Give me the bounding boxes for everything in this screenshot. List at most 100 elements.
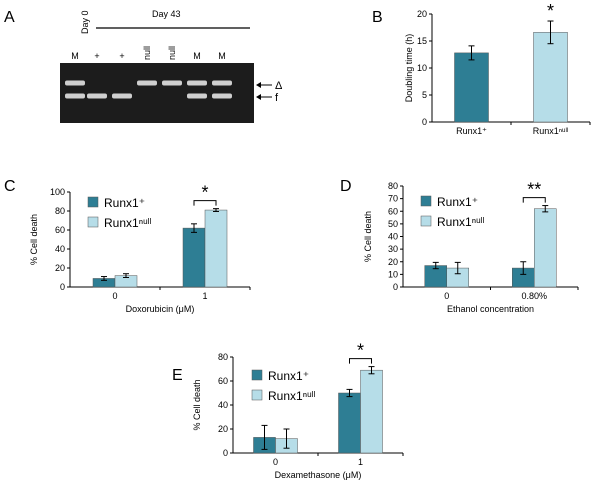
f-band-label: f — [275, 92, 279, 104]
gel-band — [187, 80, 207, 86]
significance-marker: * — [201, 183, 208, 203]
panel-b-chart: B 0 5 10 15 20 Doubling time (h) Runx1⁺ Runx1ⁿᵘˡ… — [372, 1, 591, 136]
bar — [534, 208, 557, 288]
legend-swatch — [87, 196, 99, 208]
gel-band — [87, 93, 107, 99]
gel-band — [65, 93, 85, 99]
legend-label: Runx1ⁿᵘˡˡ — [437, 215, 485, 229]
y-tick-label: 0 — [422, 117, 427, 127]
legend-swatch — [251, 389, 263, 401]
delta-arrowhead — [256, 82, 261, 88]
gel-lanes: M + + null null M M — [71, 46, 226, 61]
panel-label: C — [4, 178, 16, 195]
y-tick-label: 70 — [388, 194, 398, 204]
y-tick-label: 60 — [218, 376, 228, 386]
x-tick-label: 1 — [202, 291, 207, 301]
delta-band-label: Δ — [275, 80, 283, 92]
bar — [338, 392, 361, 454]
x-axis-title: Dexamethasone (μM) — [275, 470, 362, 480]
day43-label: Day 43 — [152, 9, 181, 19]
significance-marker: * — [547, 1, 554, 21]
y-tick-label: 100 — [50, 187, 65, 197]
y-tick-label: 40 — [218, 400, 228, 410]
bar — [533, 32, 568, 123]
panel-label: B — [372, 9, 383, 26]
gel-band — [187, 93, 207, 99]
panel-label: E — [172, 367, 183, 384]
significance-marker: * — [357, 341, 364, 361]
panel-c-chart: C 0 20 40 60 80 100 % Cell death Doxorubicin (μM… — [4, 178, 251, 314]
legend-label: Runx1⁺ — [104, 196, 145, 210]
y-axis-title: Doubling time (h) — [404, 34, 414, 103]
legend-label: Runx1ⁿᵘˡˡ — [104, 216, 152, 230]
y-tick-label: 80 — [388, 181, 398, 191]
gel-band — [212, 93, 232, 99]
y-tick-label: 20 — [388, 257, 398, 267]
y-tick-label: 60 — [55, 225, 65, 235]
gel-band — [65, 80, 85, 86]
x-tick-label: 0 — [112, 291, 117, 301]
y-axis-title: % Cell death — [29, 214, 39, 265]
gel-lane-label: M — [193, 51, 201, 61]
y-tick-label: 80 — [218, 352, 228, 362]
legend-swatch — [251, 369, 263, 381]
x-tick-label: 0 — [273, 457, 278, 467]
bar — [182, 227, 206, 288]
y-tick-label: 10 — [417, 63, 427, 73]
x-tick-label: 0.80% — [521, 291, 547, 301]
y-tick-label: 0 — [393, 282, 398, 292]
y-tick-label: 5 — [422, 90, 427, 100]
significance-bracket — [349, 358, 372, 364]
gel-image — [60, 63, 254, 123]
significance-bracket — [522, 197, 546, 203]
bar — [204, 209, 228, 288]
significance-bracket — [193, 200, 217, 206]
y-tick-label: 40 — [388, 232, 398, 242]
legend-label: Runx1⁺ — [268, 369, 309, 383]
gel-lane-label: M — [71, 51, 79, 61]
y-axis-title: % Cell death — [363, 211, 373, 262]
gel-lane-label: + — [94, 51, 99, 61]
panel-e-chart: E 0 20 40 60 80 % Cell death Dexamethasone (μM)… — [172, 341, 404, 480]
y-tick-label: 0 — [60, 282, 65, 292]
y-tick-label: 30 — [388, 244, 398, 254]
y-axis-title: % Cell death — [192, 379, 202, 430]
y-tick-label: 50 — [388, 219, 398, 229]
legend-label: Runx1⁺ — [437, 195, 478, 209]
bar — [454, 52, 489, 123]
gel-lane-label: null — [142, 46, 152, 60]
gel-lane-label: M — [218, 51, 226, 61]
y-tick-label: 0 — [223, 448, 228, 458]
x-axis-title: Doxorubicin (μM) — [126, 304, 195, 314]
x-tick-label: Runx1ⁿᵘˡˡ — [533, 126, 569, 136]
panel-a: A Day 0 Day 43 M + + null null M M Δ f — [4, 9, 283, 123]
y-tick-label: 20 — [417, 9, 427, 19]
legend-swatch — [87, 216, 99, 228]
panel-label-a: A — [4, 9, 15, 26]
gel-band — [162, 80, 182, 86]
gel-lane-label: null — [167, 46, 177, 60]
x-tick-label: 1 — [358, 457, 363, 467]
x-tick-label: 0 — [444, 291, 449, 301]
gel-band — [112, 93, 132, 99]
y-tick-label: 20 — [55, 263, 65, 273]
gel-lane-label: + — [119, 51, 124, 61]
x-axis-title: Ethanol concentration — [447, 304, 534, 314]
x-tick-label: Runx1⁺ — [456, 126, 487, 136]
legend-swatch — [420, 195, 432, 207]
gel-band — [137, 80, 157, 86]
day0-label: Day 0 — [80, 10, 90, 34]
y-tick-label: 60 — [388, 206, 398, 216]
y-tick-label: 40 — [55, 244, 65, 254]
f-arrowhead — [256, 94, 261, 100]
y-tick-label: 15 — [417, 36, 427, 46]
y-tick-label: 10 — [388, 269, 398, 279]
panel-d-chart: D 0 10 20 30 40 50 60 70 80 % Cell death Ethanol co… — [340, 178, 579, 314]
y-tick-label: 20 — [218, 424, 228, 434]
gel-bands — [65, 80, 232, 99]
gel-band — [212, 80, 232, 86]
significance-marker: ** — [527, 180, 541, 200]
panel-label: D — [340, 178, 352, 195]
legend-label: Runx1ⁿᵘˡˡ — [268, 389, 316, 403]
